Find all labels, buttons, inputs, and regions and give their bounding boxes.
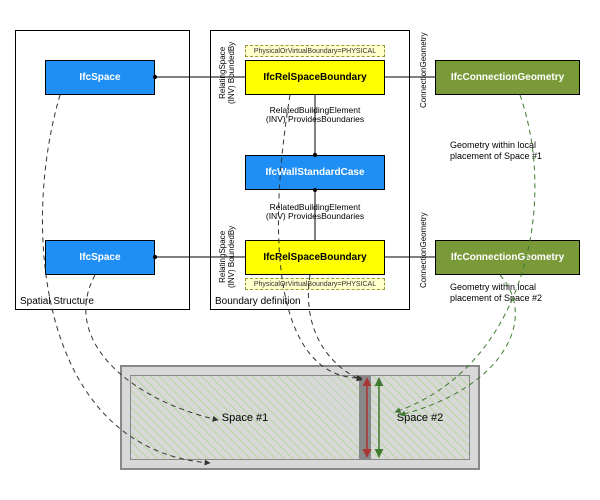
label-conngeom-1: ConnectionGeometry [420, 32, 429, 108]
annotation-geom-1: Geometry within localplacement of Space … [450, 140, 542, 162]
node-ifcspace-2: IfcSpace [45, 240, 155, 275]
plan-space-1: Space #1 [130, 375, 360, 460]
annotation-geom-2: Geometry within localplacement of Space … [450, 282, 542, 304]
attr-physical-2: PhysicalOrVirtualBoundary=PHYSICAL [245, 278, 385, 290]
node-ifcwall: IfcWallStandardCase [245, 155, 385, 190]
label-relatedbld-2: RelatedBuildingElement(INV) ProvidesBoun… [260, 203, 370, 222]
label-conngeom-2: ConnectionGeometry [420, 212, 429, 288]
plan-wall [360, 375, 370, 460]
attr-physical-1: PhysicalOrVirtualBoundary=PHYSICAL [245, 45, 385, 57]
node-relspaceboundary-2: IfcRelSpaceBoundary [245, 240, 385, 275]
label-relatingspace-2: RelatingSpace(INV) BoundedBy [219, 226, 237, 288]
node-ifcspace-1: IfcSpace [45, 60, 155, 95]
node-conngeom-1: IfcConnectionGeometry [435, 60, 580, 95]
boundary-definition-label: Boundary definition [215, 296, 301, 307]
label-relatingspace-1: RelatingSpace(INV) BoundedBy [219, 42, 237, 104]
plan-space-2: Space #2 [370, 375, 470, 460]
spatial-structure-label: Spatial Structure [20, 296, 94, 307]
node-relspaceboundary-1: IfcRelSpaceBoundary [245, 60, 385, 95]
label-relatedbld-1: RelatedBuildingElement(INV) ProvidesBoun… [260, 106, 370, 125]
node-conngeom-2: IfcConnectionGeometry [435, 240, 580, 275]
